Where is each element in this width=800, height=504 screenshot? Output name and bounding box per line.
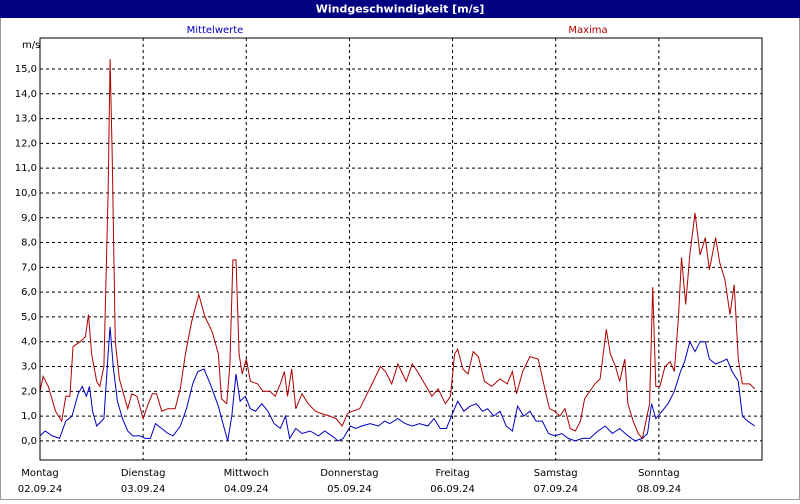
y-tick-label: 11,0 (15, 163, 37, 174)
chart-title: Windgeschwindigkeit [m/s] (316, 3, 485, 16)
y-tick-label: 10,0 (15, 188, 37, 199)
plot-border (39, 37, 763, 461)
legend-entry: Maxima (568, 25, 607, 36)
y-tick-label: 8,0 (21, 238, 37, 249)
y-tick-label: 7,0 (21, 262, 37, 273)
x-tick-date: 04.09.24 (224, 484, 269, 495)
y-tick-label: 1,0 (21, 411, 37, 422)
y-tick-label: 14,0 (15, 89, 37, 100)
y-axis-label: m/s (22, 40, 40, 51)
x-tick-date: 07.09.24 (533, 484, 578, 495)
x-tick-date: 02.09.24 (18, 484, 63, 495)
x-tick-date: 08.09.24 (637, 484, 682, 495)
x-tick-label: Montag (21, 468, 58, 479)
x-tick-date: 06.09.24 (430, 484, 475, 495)
y-tick-label: 4,0 (21, 337, 37, 348)
x-tick-label: Sonntag (638, 468, 680, 479)
x-tick-date: 03.09.24 (121, 484, 166, 495)
legend-entry: Mittelwerte (187, 25, 244, 36)
y-tick-label: 9,0 (21, 213, 37, 224)
y-tick-label: 12,0 (15, 138, 37, 149)
y-tick-label: 15,0 (15, 64, 37, 75)
data-line (39, 326, 756, 442)
x-tick-label: Freitag (435, 468, 469, 479)
x-tick-label: Donnerstag (320, 468, 378, 479)
x-tick-label: Dienstag (121, 468, 166, 479)
y-tick-label: 2,0 (21, 386, 37, 397)
y-tick-label: 3,0 (21, 362, 37, 373)
title-bar (0, 0, 800, 18)
x-tick-label: Mittwoch (224, 468, 269, 479)
y-tick-label: 6,0 (21, 287, 37, 298)
y-tick-label: 13,0 (15, 114, 37, 125)
x-tick-label: Samstag (534, 468, 578, 479)
data-line (39, 59, 756, 440)
y-tick-label: 0,0 (21, 436, 37, 447)
x-tick-date: 05.09.24 (327, 484, 372, 495)
plot-background (40, 38, 762, 460)
y-tick-label: 5,0 (21, 312, 37, 323)
